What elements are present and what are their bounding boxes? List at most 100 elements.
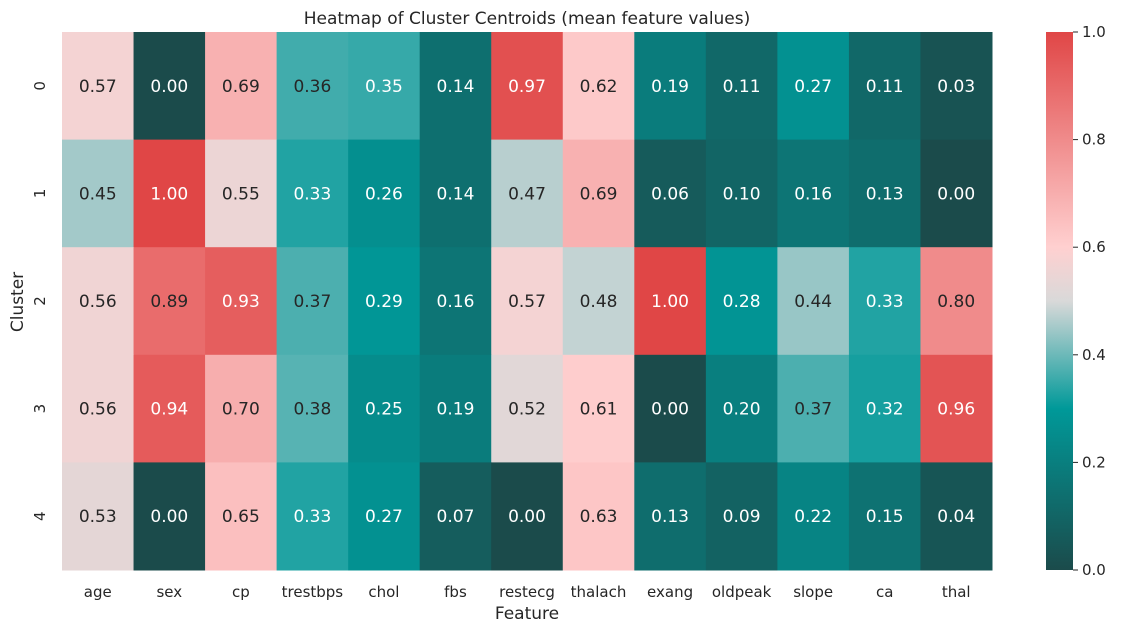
x-axis-label: Feature	[495, 604, 559, 624]
heatmap-cell	[276, 32, 349, 141]
cell-value-label: 0.33	[866, 292, 904, 312]
cell-value-label: 0.33	[293, 184, 331, 204]
y-tick-label: 2	[31, 296, 49, 306]
cell-value-label: 0.22	[794, 507, 832, 527]
heatmap-cell	[133, 354, 206, 463]
cell-value-label: 0.26	[365, 184, 403, 204]
x-tick-label: sex	[156, 583, 182, 601]
cell-value-label: 0.70	[222, 400, 260, 420]
cell-value-label: 0.19	[651, 77, 689, 97]
heatmap-cell	[348, 462, 421, 571]
heatmap-cell	[133, 247, 206, 356]
cell-value-label: 0.00	[937, 184, 975, 204]
heatmap-cell	[205, 354, 278, 463]
heatmap-cell	[777, 32, 850, 141]
cell-value-label: 1.00	[651, 292, 689, 312]
heatmap-cell	[491, 139, 564, 248]
heatmap-cell	[920, 247, 993, 356]
heatmap-cell	[276, 139, 349, 248]
y-tick-label: 4	[31, 511, 49, 521]
cell-value-label: 0.16	[794, 184, 832, 204]
heatmap-cell	[133, 32, 206, 141]
y-tick-label: 0	[31, 81, 49, 91]
cell-value-label: 0.61	[580, 400, 618, 420]
heatmap-cell	[634, 354, 707, 463]
cell-value-label: 0.55	[222, 184, 260, 204]
cell-value-label: 0.19	[437, 400, 475, 420]
heatmap-cell	[848, 32, 921, 141]
heatmap-cell	[848, 462, 921, 571]
cell-value-label: 0.62	[580, 77, 618, 97]
cell-value-label: 0.53	[79, 507, 117, 527]
y-tick-label: 1	[31, 189, 49, 199]
cell-value-label: 0.56	[79, 400, 117, 420]
heatmap-cell	[348, 32, 421, 141]
heatmap-cells: 0.57 0.00 0.69 0.36 0.35 0.14 0.97 0.62 0.19 0.11…	[62, 32, 993, 571]
heatmap-cell	[634, 139, 707, 248]
heatmap-cell	[920, 462, 993, 571]
x-tick-label: trestbps	[282, 583, 344, 601]
heatmap-cell	[348, 247, 421, 356]
heatmap-cell	[133, 139, 206, 248]
colorbar-tick-label: 0.8	[1082, 131, 1106, 149]
cell-value-label: 0.04	[937, 507, 975, 527]
cell-value-label: 0.10	[723, 184, 761, 204]
cell-value-label: 0.03	[937, 77, 975, 97]
cell-value-label: 0.94	[150, 400, 188, 420]
x-tick-label: restecg	[499, 583, 555, 601]
cell-value-label: 0.00	[150, 507, 188, 527]
heatmap-cell	[419, 32, 492, 141]
cell-value-label: 1.00	[150, 184, 188, 204]
cell-value-label: 0.35	[365, 77, 403, 97]
heatmap-cell	[562, 354, 635, 463]
cell-value-label: 0.07	[437, 507, 475, 527]
cell-value-label: 0.97	[508, 77, 546, 97]
cell-value-label: 0.29	[365, 292, 403, 312]
x-tick-label: cp	[232, 583, 250, 601]
heatmap-cell	[920, 139, 993, 248]
heatmap-cell	[491, 247, 564, 356]
colorbar-tick-label: 0.2	[1082, 453, 1106, 471]
x-tick-label: slope	[793, 583, 833, 601]
heatmap-cell	[562, 32, 635, 141]
cell-value-label: 0.25	[365, 400, 403, 420]
heatmap-cell	[777, 247, 850, 356]
heatmap-cell	[562, 247, 635, 356]
cell-value-label: 0.09	[723, 507, 761, 527]
cell-value-label: 0.37	[794, 400, 832, 420]
heatmap-cell	[133, 462, 206, 571]
heatmap-cell	[205, 462, 278, 571]
x-tick-label: age	[84, 583, 112, 601]
cell-value-label: 0.47	[508, 184, 546, 204]
heatmap-cell	[920, 32, 993, 141]
heatmap-cell	[276, 462, 349, 571]
x-tick-label: exang	[647, 583, 693, 601]
colorbar-tick-label: 1.0	[1082, 23, 1106, 41]
cell-value-label: 0.48	[580, 292, 618, 312]
cell-value-label: 0.00	[651, 400, 689, 420]
heatmap-cell	[562, 139, 635, 248]
heatmap-cell	[348, 354, 421, 463]
heatmap-cell	[491, 354, 564, 463]
x-tick-label: oldpeak	[712, 583, 772, 601]
heatmap-cell	[777, 139, 850, 248]
chart-title: Heatmap of Cluster Centroids (mean featu…	[304, 9, 751, 29]
colorbar-tick-label: 0.6	[1082, 238, 1106, 256]
cell-value-label: 0.33	[293, 507, 331, 527]
heatmap-cell	[777, 354, 850, 463]
cell-value-label: 0.11	[723, 77, 761, 97]
heatmap-cell	[920, 354, 993, 463]
x-tick-labels: age sex cp trestbps chol fbs restecg thalach exa…	[84, 583, 971, 601]
x-tick-label: chol	[368, 583, 399, 601]
heatmap-cell	[705, 32, 778, 141]
x-tick-label: ca	[876, 583, 893, 601]
heatmap-cell	[634, 247, 707, 356]
heatmap-cell	[777, 462, 850, 571]
heatmap-cell	[705, 247, 778, 356]
heatmap-cell	[419, 139, 492, 248]
x-tick-label: thalach	[571, 583, 627, 601]
cell-value-label: 0.00	[150, 77, 188, 97]
heatmap-cell	[205, 247, 278, 356]
cell-value-label: 0.80	[937, 292, 975, 312]
heatmap-cell	[848, 354, 921, 463]
